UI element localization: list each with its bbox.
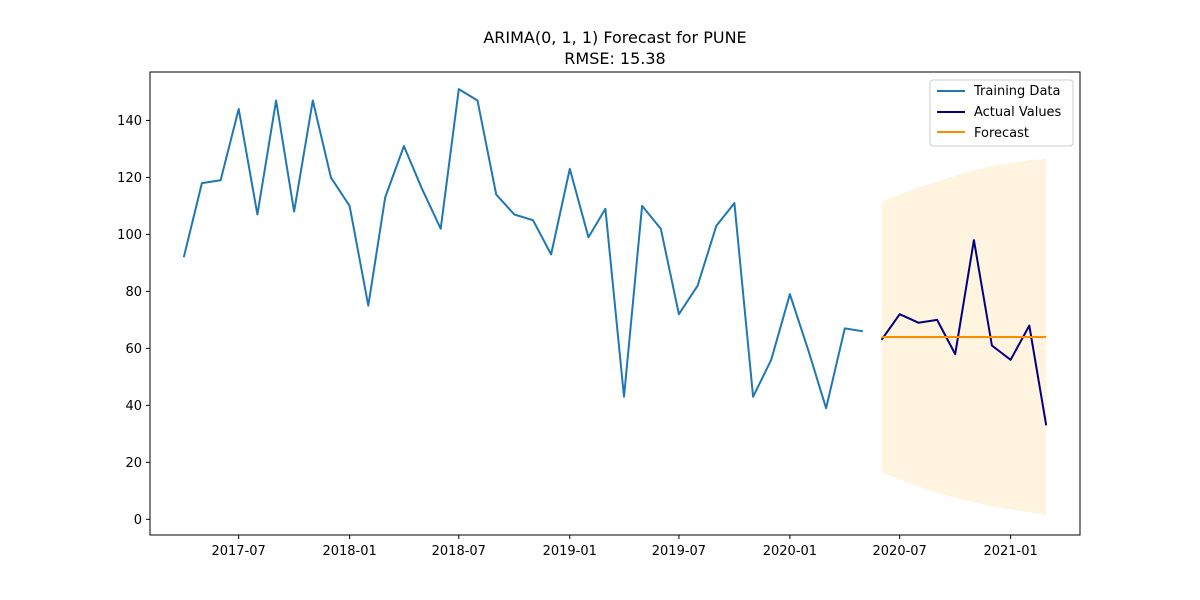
data-point-training-data	[659, 227, 662, 230]
y-tick-label: 0	[134, 513, 142, 528]
legend-box	[929, 79, 1074, 147]
data-point-training-data	[219, 179, 222, 182]
legend-label-actual: Actual Values	[974, 105, 1062, 120]
data-point-forecast	[1028, 336, 1031, 339]
y-tick-label: 20	[125, 456, 142, 471]
data-point-forecast	[972, 336, 975, 339]
chart-title: ARIMA(0, 1, 1) Forecast for PUNE	[483, 28, 746, 47]
data-point-training-data	[696, 284, 699, 287]
data-point-actual-values	[898, 313, 901, 316]
series-layer	[182, 88, 1048, 427]
data-point-training-data	[532, 219, 535, 222]
data-point-forecast	[936, 336, 939, 339]
data-point-training-data	[604, 207, 607, 210]
series-line-actual-values	[880, 239, 1048, 426]
data-point-training-data	[788, 293, 791, 296]
data-point-training-data	[677, 313, 680, 316]
x-tick-label: 2020-07	[873, 544, 927, 559]
data-point-training-data	[568, 167, 571, 170]
data-point-training-data	[457, 88, 460, 91]
y-tick-label: 40	[125, 399, 142, 414]
y-tick-label: 100	[117, 228, 142, 243]
data-point-actual-values	[1045, 424, 1048, 427]
data-point-training-data	[807, 350, 810, 353]
data-point-training-data	[843, 327, 846, 330]
data-point-forecast	[954, 336, 957, 339]
x-tick-label: 2017-07	[211, 544, 265, 559]
data-point-actual-values	[1009, 358, 1012, 361]
data-point-training-data	[367, 304, 370, 307]
y-tick-label: 80	[125, 285, 142, 300]
data-point-forecast	[1045, 336, 1048, 339]
data-point-training-data	[752, 395, 755, 398]
x-tick-label: 2018-07	[432, 544, 486, 559]
data-point-forecast	[990, 336, 993, 339]
data-point-training-data	[182, 256, 185, 259]
data-point-training-data	[715, 224, 718, 227]
data-point-forecast	[880, 336, 883, 339]
x-tick-label: 2018-01	[322, 544, 376, 559]
data-point-training-data	[237, 108, 240, 111]
legend-label-forecast: Forecast	[974, 126, 1029, 141]
data-point-actual-values	[936, 318, 939, 321]
y-tick-label: 60	[125, 342, 142, 357]
chart-subtitle: RMSE: 15.38	[564, 49, 665, 68]
x-tick-label: 2019-01	[543, 544, 597, 559]
data-point-training-data	[439, 227, 442, 230]
x-tick-label: 2020-01	[763, 544, 817, 559]
data-point-training-data	[421, 187, 424, 190]
x-tick-label: 2019-07	[652, 544, 706, 559]
data-point-actual-values	[954, 353, 957, 356]
data-point-training-data	[495, 193, 498, 196]
data-point-training-data	[348, 204, 351, 207]
data-point-forecast	[898, 336, 901, 339]
data-point-training-data	[402, 145, 405, 148]
data-point-training-data	[825, 407, 828, 410]
data-point-actual-values	[1028, 324, 1031, 327]
data-point-actual-values	[917, 321, 920, 324]
data-point-training-data	[200, 182, 203, 185]
data-point-training-data	[275, 99, 278, 102]
data-point-training-data	[293, 210, 296, 213]
data-point-forecast	[1009, 336, 1012, 339]
data-point-training-data	[513, 213, 516, 216]
data-point-forecast	[917, 336, 920, 339]
data-point-training-data	[733, 202, 736, 205]
data-point-training-data	[623, 395, 626, 398]
y-tick-label: 120	[117, 171, 142, 186]
data-point-training-data	[861, 330, 864, 333]
y-tick-label: 140	[117, 114, 142, 129]
data-point-training-data	[587, 236, 590, 239]
data-point-training-data	[256, 213, 259, 216]
plot-frame	[149, 71, 1081, 536]
legend-label-training: Training Data	[973, 84, 1060, 99]
data-point-actual-values	[990, 344, 993, 347]
legend: Training Data Actual Values Forecast	[929, 79, 1074, 147]
axes-layer: 0 20 40 60 80 100 120 140 2017-07 2018-01 2018-07 2…	[117, 71, 1081, 559]
data-point-training-data	[384, 196, 387, 199]
data-point-training-data	[770, 358, 773, 361]
data-point-training-data	[550, 253, 553, 256]
data-point-training-data	[476, 99, 479, 102]
data-point-actual-values	[972, 239, 975, 242]
data-point-training-data	[311, 99, 314, 102]
data-point-training-data	[329, 176, 332, 179]
data-point-training-data	[641, 204, 644, 207]
series-line-training-data	[182, 88, 864, 410]
data-point-actual-values	[880, 338, 883, 341]
x-tick-label: 2021-01	[983, 544, 1037, 559]
